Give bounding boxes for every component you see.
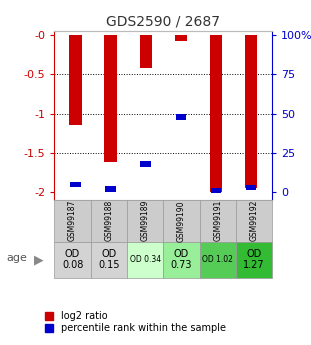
Bar	[176, 114, 186, 119]
Bar	[245, 35, 257, 188]
Bar	[70, 181, 81, 187]
Text: ▶: ▶	[34, 253, 44, 266]
Text: GSM99187: GSM99187	[68, 200, 77, 242]
Text: OD
0.15: OD 0.15	[98, 249, 120, 270]
Bar	[141, 161, 151, 167]
Text: OD
0.08: OD 0.08	[62, 249, 83, 270]
Text: GSM99188: GSM99188	[104, 200, 113, 242]
Text: age: age	[6, 253, 27, 263]
Text: GSM99189: GSM99189	[141, 200, 150, 242]
Bar	[104, 35, 117, 162]
Bar	[140, 35, 152, 68]
Text: OD
0.73: OD 0.73	[171, 249, 192, 270]
Title: GDS2590 / 2687: GDS2590 / 2687	[106, 14, 220, 29]
Bar	[246, 185, 256, 190]
Text: GSM99191: GSM99191	[213, 200, 222, 242]
Bar	[210, 35, 222, 192]
Text: OD
1.27: OD 1.27	[243, 249, 265, 270]
Bar	[105, 186, 116, 192]
Legend: log2 ratio, percentile rank within the sample: log2 ratio, percentile rank within the s…	[45, 311, 226, 333]
Bar	[69, 35, 82, 125]
Text: OD 1.02: OD 1.02	[202, 255, 233, 264]
Text: OD 0.34: OD 0.34	[130, 255, 161, 264]
Text: GSM99192: GSM99192	[249, 200, 258, 242]
Text: GSM99190: GSM99190	[177, 200, 186, 242]
Bar	[211, 188, 221, 194]
Bar	[175, 35, 187, 41]
